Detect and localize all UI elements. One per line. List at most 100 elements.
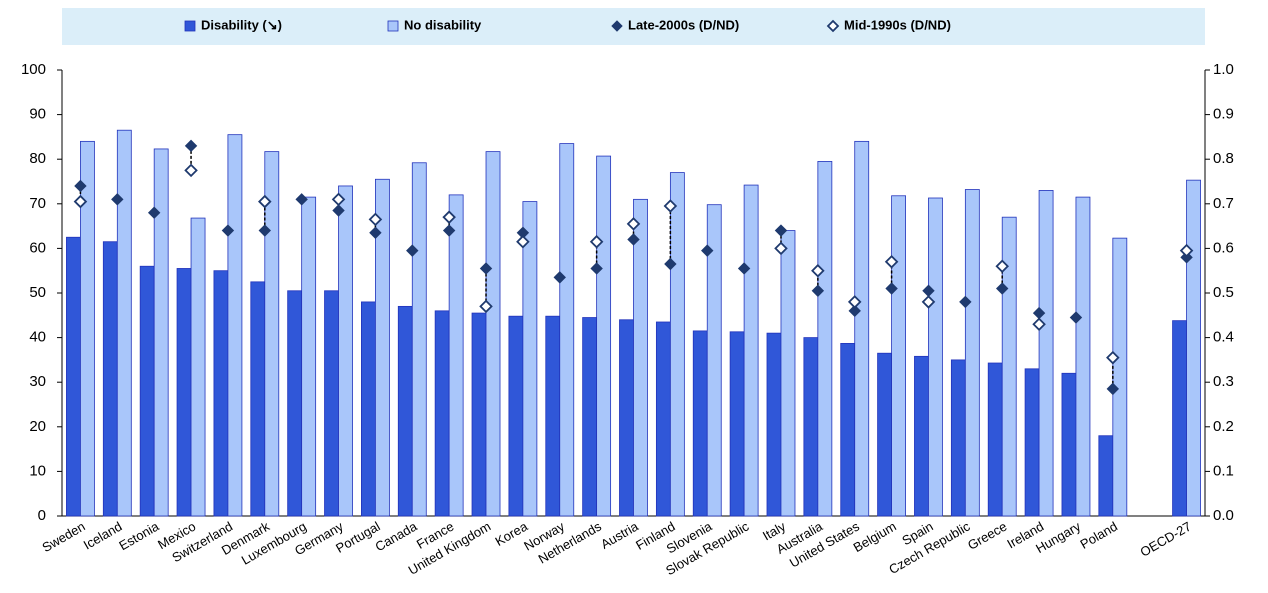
bar <box>633 198 648 517</box>
bar <box>914 355 929 517</box>
bar <box>1024 368 1040 517</box>
marker <box>1069 311 1083 324</box>
marker <box>111 193 124 206</box>
legend-swatch <box>184 20 196 32</box>
y2-tick-label: 0.1 <box>1213 462 1234 479</box>
bar <box>287 290 303 517</box>
marker <box>885 282 898 295</box>
marker <box>811 284 825 297</box>
x-tick-label: Greece <box>965 519 1009 553</box>
bar <box>1001 216 1017 517</box>
marker <box>1106 382 1120 396</box>
marker <box>774 241 788 256</box>
marker <box>553 271 566 284</box>
bar <box>324 290 339 517</box>
marker <box>331 192 346 207</box>
x-tick-label: OECD-27 <box>1137 519 1193 560</box>
marker <box>295 193 308 206</box>
y-tick-label: 60 <box>29 239 46 256</box>
marker <box>774 224 788 237</box>
legend-swatch <box>611 20 623 32</box>
y2-tick-label: 0.0 <box>1213 507 1234 524</box>
marker <box>221 224 235 237</box>
bar <box>153 148 169 517</box>
marker <box>737 262 751 275</box>
bar <box>780 230 796 517</box>
marker <box>369 226 382 239</box>
marker <box>590 262 603 275</box>
marker <box>479 262 493 275</box>
marker <box>1179 243 1194 258</box>
marker <box>811 263 825 278</box>
bar <box>743 184 759 517</box>
marker <box>627 233 640 246</box>
bar <box>227 134 243 517</box>
bar <box>559 143 575 517</box>
y-tick-label: 10 <box>29 462 46 479</box>
bar <box>706 204 722 517</box>
marker <box>848 304 861 318</box>
bar <box>582 317 598 517</box>
marker <box>258 194 272 209</box>
bar <box>545 315 561 517</box>
bar <box>964 189 980 517</box>
x-tick-label: Belgium <box>851 519 899 555</box>
bar <box>434 310 450 517</box>
marker <box>479 299 493 314</box>
bar <box>116 129 132 517</box>
bar <box>669 172 685 517</box>
y2-tick-label: 0.5 <box>1213 284 1234 301</box>
bar <box>817 161 833 517</box>
bar <box>1061 372 1077 517</box>
y2-tick-label: 0.8 <box>1213 150 1234 167</box>
marker <box>442 210 456 224</box>
bar <box>950 359 966 517</box>
bar <box>619 319 634 517</box>
bar <box>301 196 317 517</box>
bar <box>361 301 376 517</box>
marker <box>184 163 198 178</box>
y-tick-label: 0 <box>38 507 46 524</box>
marker <box>1106 350 1120 365</box>
legend-label: Late-2000s (D/ND) <box>628 17 739 32</box>
bar <box>854 140 870 517</box>
bar <box>803 337 819 517</box>
legend-band <box>62 8 1205 45</box>
marker <box>73 194 88 209</box>
marker <box>147 206 161 219</box>
marker <box>516 234 530 249</box>
bar <box>375 178 390 517</box>
y-tick-label: 90 <box>29 106 46 123</box>
x-tick-label: Austria <box>598 518 641 552</box>
x-tick-label: Poland <box>1077 519 1120 552</box>
bar <box>139 265 155 517</box>
bar <box>397 305 413 517</box>
bar <box>213 270 229 517</box>
marker <box>996 282 1009 295</box>
y2-tick-label: 0.2 <box>1213 418 1234 435</box>
marker <box>701 244 714 257</box>
bar <box>264 151 280 517</box>
marker <box>406 244 419 257</box>
bar <box>987 362 1003 517</box>
marker <box>884 255 899 269</box>
marker <box>332 204 345 217</box>
marker <box>442 224 456 237</box>
y-tick-label: 40 <box>29 329 46 346</box>
legend-label: Mid-1990s (D/ND) <box>844 17 951 32</box>
y-tick-label: 20 <box>29 418 46 435</box>
marker <box>368 212 383 227</box>
bar <box>80 140 95 517</box>
bar <box>66 236 81 517</box>
marker <box>589 234 604 249</box>
bar <box>1098 435 1114 517</box>
marker <box>664 257 677 271</box>
marker <box>1032 317 1046 331</box>
y-tick-label: 30 <box>29 373 46 390</box>
bar <box>877 352 892 517</box>
y2-tick-label: 0.6 <box>1213 239 1234 256</box>
y-tick-label: 50 <box>29 284 46 301</box>
bar <box>1075 196 1091 517</box>
marker <box>847 295 862 309</box>
